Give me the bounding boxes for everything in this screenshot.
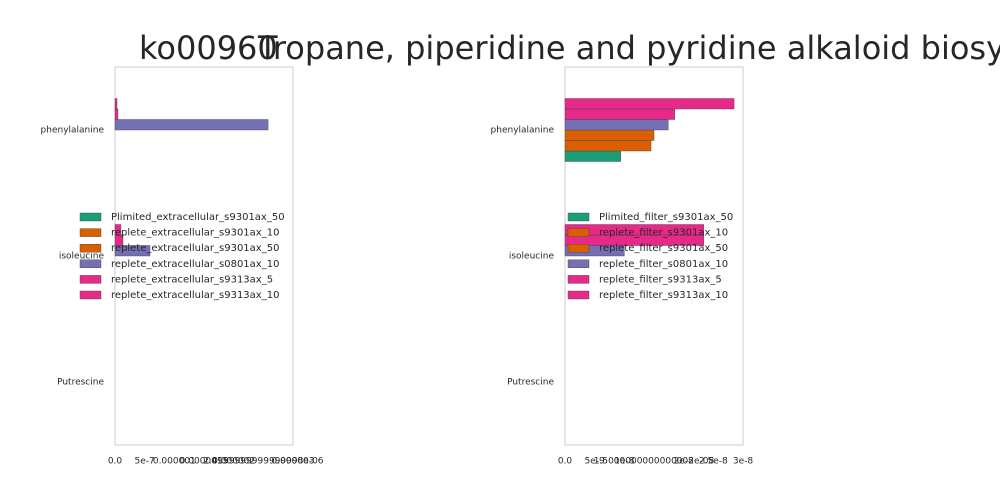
- y-tick-label: Putrescine: [57, 378, 104, 388]
- y-tick-label: isoleucine: [59, 252, 105, 262]
- x-tick-label: 0.000003: [272, 457, 315, 467]
- x-tick-label: 0.000002: [212, 457, 255, 467]
- bar: [564, 98, 735, 110]
- x-tick-label: 2.4999999999999998e-06: [203, 457, 324, 467]
- x-tick-label: 1.5000000000000002e-08: [594, 457, 715, 467]
- y-tick-label: phenylalanine: [41, 126, 105, 136]
- legend-label: Plimited_extracellular_s9301ax_50: [111, 212, 285, 223]
- legend-swatch: [567, 228, 590, 237]
- legend-label: replete_filter_s9301ax_10: [599, 228, 728, 239]
- legend-label: replete_extracellular_s0801ax_10: [111, 259, 279, 270]
- chart-title: ko00960: [139, 29, 278, 67]
- legend-label: replete_extracellular_s9301ax_10: [111, 228, 279, 239]
- chart-title: Tropane, piperidine and pyridine alkaloi…: [257, 29, 1000, 67]
- y-tick-label: Putrescine: [507, 378, 554, 388]
- legend-label: replete_extracellular_s9313ax_5: [111, 274, 273, 285]
- x-tick-label: 1e-8: [614, 457, 635, 467]
- bar: [114, 119, 269, 131]
- legend-swatch: [79, 243, 102, 253]
- bar: [114, 108, 119, 120]
- y-tick-label: phenylalanine: [491, 126, 555, 136]
- bar: [564, 129, 655, 141]
- bar: [114, 98, 118, 110]
- bar: [114, 245, 151, 257]
- legend-swatch: [567, 259, 590, 268]
- bar: [564, 150, 621, 162]
- legend-swatch: [79, 259, 102, 268]
- legend-swatch: [79, 212, 102, 222]
- legend-label: replete_filter_s0801ax_10: [599, 259, 728, 270]
- x-tick-label: 0.0000015: [180, 457, 229, 467]
- legend-swatch: [79, 290, 102, 300]
- legend-swatch: [567, 275, 590, 284]
- legend-label: replete_extracellular_s9313ax_10: [111, 290, 279, 301]
- bar: [564, 119, 669, 131]
- x-tick-label: 0.0: [108, 457, 123, 467]
- x-tick-label: 3e-8: [733, 457, 754, 467]
- x-tick-label: 2e-8: [674, 457, 695, 467]
- legend-label: replete_filter_s9313ax_10: [599, 290, 728, 301]
- legend-label: replete_extracellular_s9301ax_50: [111, 243, 279, 254]
- legend-label: replete_filter_s9301ax_50: [599, 243, 728, 254]
- y-tick-label: isoleucine: [509, 252, 555, 262]
- x-tick-label: 5e-9: [585, 457, 606, 467]
- bar: [564, 140, 652, 152]
- bar: [564, 108, 675, 120]
- legend-swatch: [567, 290, 590, 300]
- x-tick-label: 0.0: [558, 457, 573, 467]
- legend-swatch: [79, 275, 102, 284]
- x-tick-label: 0.000001: [153, 457, 196, 467]
- legend-label: Plimited_filter_s9301ax_50: [599, 212, 733, 223]
- x-tick-label: 5e-7: [135, 457, 155, 467]
- legend-swatch: [567, 212, 590, 222]
- legend-swatch: [567, 243, 590, 253]
- legend-swatch: [79, 228, 102, 237]
- legend-label: replete_filter_s9313ax_5: [599, 274, 722, 285]
- bar: [564, 224, 705, 236]
- bar: [114, 224, 122, 236]
- x-tick-label: 2.5e-8: [699, 457, 728, 467]
